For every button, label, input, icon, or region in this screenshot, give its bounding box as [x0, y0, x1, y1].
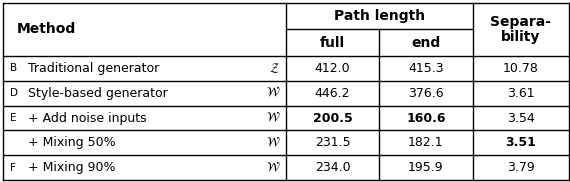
Text: $\mathcal{Z}$: $\mathcal{Z}$ — [269, 61, 280, 75]
Text: $\mathcal{W}$: $\mathcal{W}$ — [266, 161, 280, 174]
Text: 10.78: 10.78 — [503, 62, 539, 75]
Text: $\mathcal{W}$: $\mathcal{W}$ — [266, 136, 280, 149]
Text: 234.0: 234.0 — [315, 161, 351, 174]
Text: 200.5: 200.5 — [313, 112, 352, 124]
Text: end: end — [412, 36, 441, 50]
Text: B: B — [10, 63, 17, 73]
Text: Path length: Path length — [333, 9, 425, 23]
Text: 415.3: 415.3 — [408, 62, 444, 75]
Text: 195.9: 195.9 — [408, 161, 444, 174]
Text: 3.54: 3.54 — [507, 112, 535, 124]
Text: Style-based generator: Style-based generator — [28, 87, 168, 100]
Text: + Add noise inputs: + Add noise inputs — [28, 112, 147, 124]
Text: $\mathcal{W}$: $\mathcal{W}$ — [266, 112, 280, 125]
Text: Traditional generator: Traditional generator — [28, 62, 160, 75]
Text: Separa-
bility: Separa- bility — [490, 15, 551, 44]
Text: + Mixing 50%: + Mixing 50% — [28, 136, 116, 149]
Text: + Mixing 90%: + Mixing 90% — [28, 161, 116, 174]
Text: 160.6: 160.6 — [406, 112, 446, 124]
Text: full: full — [320, 36, 345, 50]
Text: 446.2: 446.2 — [315, 87, 351, 100]
Text: 376.6: 376.6 — [408, 87, 444, 100]
Text: 3.79: 3.79 — [507, 161, 535, 174]
Text: 182.1: 182.1 — [408, 136, 444, 149]
Text: $\mathcal{W}$: $\mathcal{W}$ — [266, 87, 280, 100]
Text: 3.61: 3.61 — [507, 87, 535, 100]
Text: E: E — [10, 113, 16, 123]
Text: 3.51: 3.51 — [506, 136, 536, 149]
Text: F: F — [10, 163, 15, 173]
Text: Method: Method — [17, 22, 76, 36]
Text: 412.0: 412.0 — [315, 62, 351, 75]
Text: D: D — [10, 88, 18, 98]
Text: 231.5: 231.5 — [315, 136, 351, 149]
